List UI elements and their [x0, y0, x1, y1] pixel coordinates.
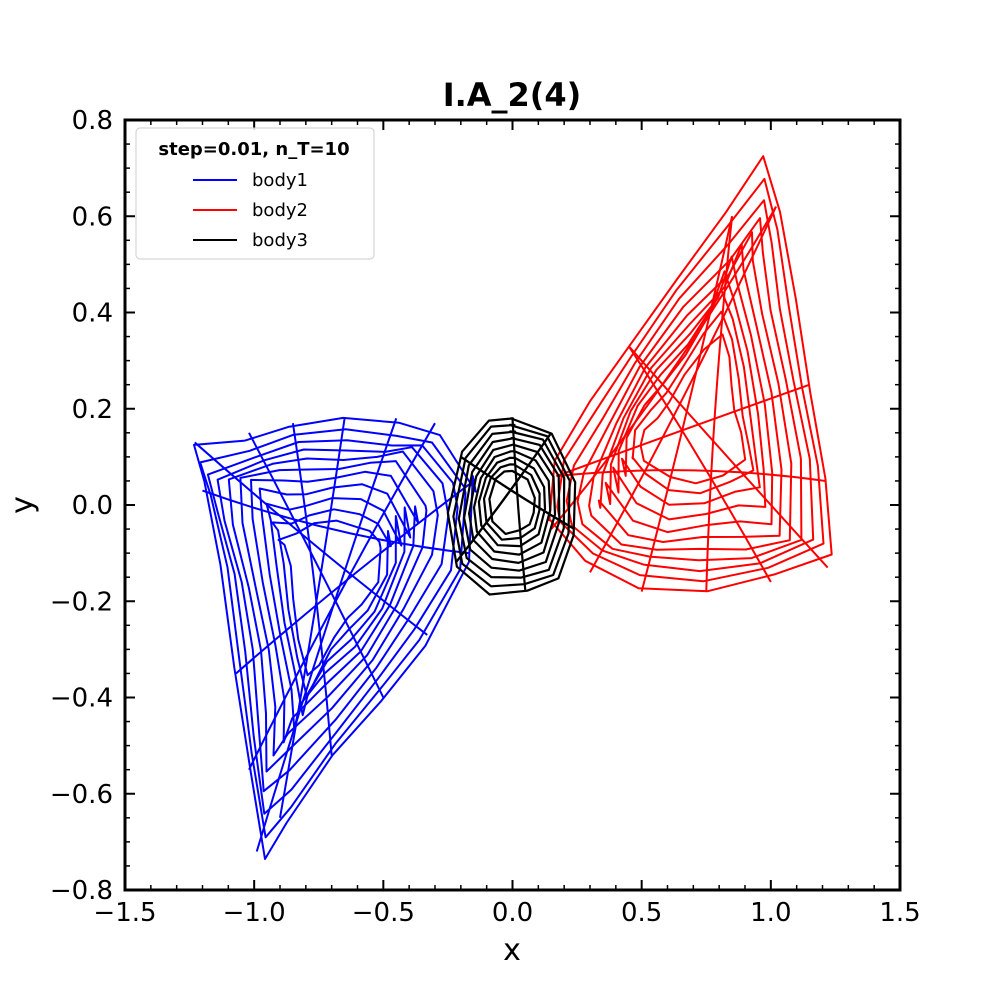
legend-label: body3 — [252, 230, 308, 251]
y-tick-label: 0.6 — [72, 202, 113, 232]
x-tick-label: 0.5 — [621, 898, 662, 928]
y-tick-label: 0.2 — [72, 395, 113, 425]
orbit-strand-body1 — [194, 441, 428, 636]
series-layer — [193, 155, 833, 860]
orbit-loop-body2 — [588, 231, 793, 551]
orbit-loop-body1 — [277, 519, 382, 677]
orbit-strand-body2 — [705, 216, 734, 592]
orbit-strand-body1 — [202, 489, 469, 555]
orbit-strand-body3 — [511, 418, 527, 592]
orbit-loop-body2 — [604, 255, 774, 534]
orbit-strand-body2 — [640, 216, 734, 592]
x-axis-label: x — [503, 933, 521, 968]
orbit-loop-body2 — [631, 310, 755, 495]
orbit-strand-body2 — [550, 206, 777, 530]
orbit-loop-body2 — [639, 333, 747, 485]
legend-entries: body1 body2 body3 — [193, 170, 308, 251]
orbit-strand-body2 — [556, 383, 810, 478]
orbit-strand-body1 — [248, 422, 436, 771]
legend-box — [135, 127, 375, 260]
legend-item-body1: body1 — [193, 170, 308, 191]
orbit-loop-body2 — [556, 177, 825, 583]
orbit-loop-body1 — [239, 460, 428, 757]
legend-label: body2 — [252, 200, 308, 221]
orbit-loop-body2 — [565, 199, 815, 573]
x-tick-label: −1.5 — [93, 898, 156, 928]
series-body2 — [548, 155, 833, 593]
series-body1 — [193, 416, 477, 860]
orbit-loop-body3 — [446, 417, 577, 596]
series-body3 — [446, 417, 577, 596]
x-tick-label: 1.0 — [750, 898, 791, 928]
orbit-loop-body2 — [621, 288, 761, 506]
orbit-loop-body1 — [227, 450, 439, 773]
orbit-loop-body3 — [452, 423, 571, 588]
x-tick-label: −0.5 — [352, 898, 415, 928]
orbit-strand-body1 — [255, 418, 398, 852]
orbit-strand-body3 — [454, 432, 553, 564]
orbit-loop-body3 — [488, 469, 536, 535]
orbit-strand-body2 — [628, 345, 829, 569]
orbit-loop-body1 — [206, 439, 459, 815]
y-tick-label: −0.8 — [50, 876, 113, 906]
y-tick-label: 0.0 — [72, 491, 113, 521]
legend-item-body3: body3 — [193, 230, 308, 251]
orbit-strand-body1 — [248, 432, 385, 698]
orbit-loop-body2 — [597, 243, 783, 543]
orbit-loop-body2 — [612, 270, 767, 521]
orbit-loop-body2 — [576, 217, 803, 562]
orbit-loop-body2 — [548, 155, 833, 593]
orbit-loop-body3 — [463, 437, 561, 572]
orbit-strand-body2 — [589, 206, 777, 573]
orbit-loop-body1 — [216, 446, 450, 793]
orbit-loop-body3 — [477, 456, 547, 548]
orbit-loop-body3 — [468, 443, 557, 564]
legend-item-body2: body2 — [193, 200, 308, 221]
orbit-loop-body1 — [193, 416, 477, 860]
ticks-layer: −1.5 −1.0 −0.5 0.0 0.5 1.0 1.5 −0.8 −0.6 −0.4 −0.2… — [50, 106, 921, 928]
orbit-loop-body1 — [271, 508, 392, 698]
legend-label: body1 — [252, 170, 308, 191]
orbit-strand-body2 — [627, 345, 772, 583]
y-tick-label: 0.4 — [72, 299, 113, 329]
chart-title: I.A_2(4) — [443, 76, 582, 114]
x-tick-label: 1.5 — [879, 898, 920, 928]
orbit-strand-body2 — [556, 469, 826, 482]
y-tick-label: −0.6 — [50, 780, 113, 810]
orbit-strand-body1 — [279, 418, 346, 818]
orbit-loop-body3 — [482, 463, 541, 541]
y-tick-label: −0.2 — [50, 587, 113, 617]
orbit-loop-body1 — [199, 428, 467, 839]
orbit-strand-body1 — [235, 480, 475, 675]
legend-title: step=0.01, n_T=10 — [158, 139, 349, 160]
orbit-loop-body3 — [472, 450, 552, 556]
legend: step=0.01, n_T=10 body1 body2 body3 — [135, 127, 375, 260]
orbit-strand-body1 — [291, 423, 333, 756]
x-tick-label: 0.0 — [492, 898, 533, 928]
orbit-loop-body3 — [457, 430, 566, 579]
y-axis-label: y — [5, 496, 40, 514]
y-tick-label: 0.8 — [72, 106, 113, 136]
plot-frame — [123, 118, 902, 892]
orbit-strand-body3 — [460, 455, 576, 531]
x-tick-label: −1.0 — [223, 898, 286, 928]
y-tick-label: −0.4 — [50, 684, 113, 714]
